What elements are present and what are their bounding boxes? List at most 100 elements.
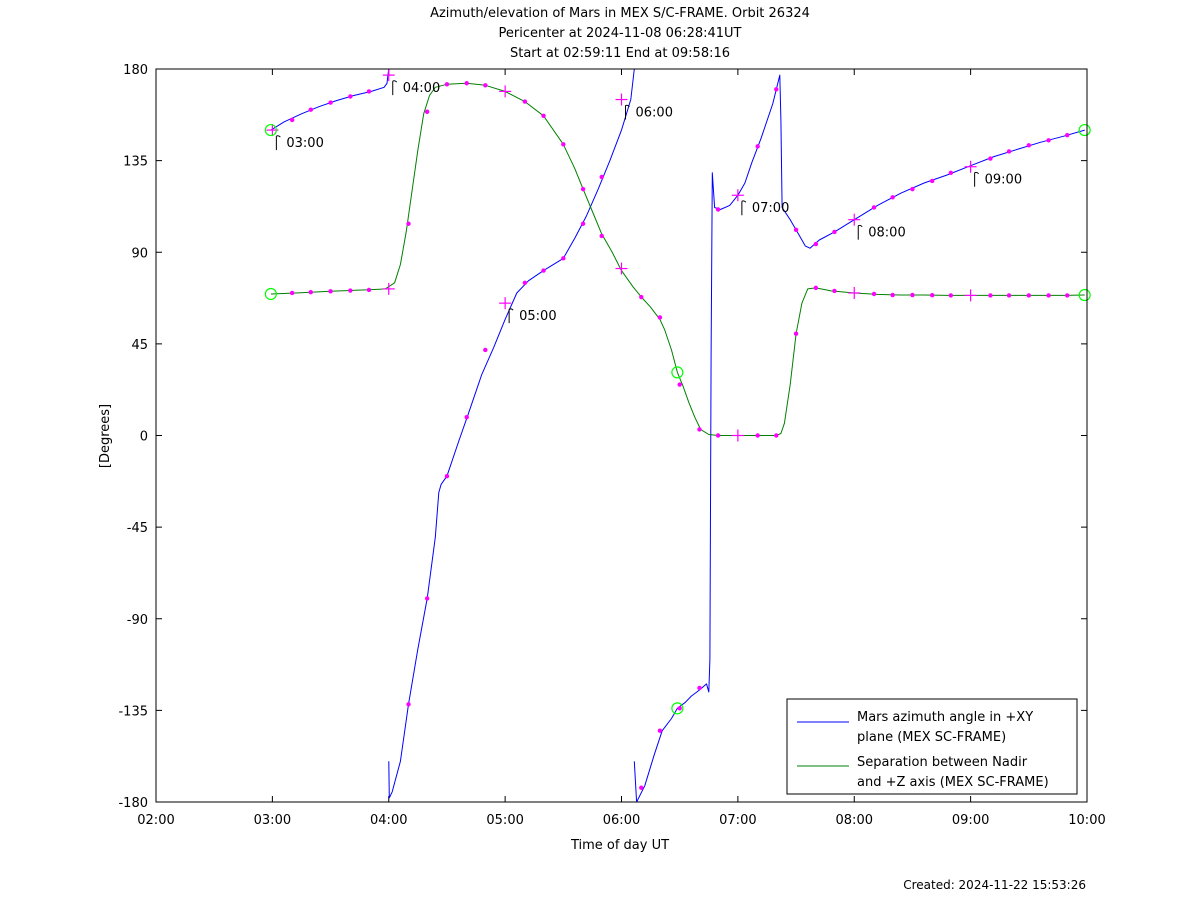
data-point-dot — [424, 109, 430, 114]
data-point-dot — [289, 290, 295, 296]
data-point-dot — [289, 117, 295, 123]
y-tick-label: 0 — [140, 430, 148, 445]
data-point-dot — [813, 285, 819, 291]
data-point-dot — [832, 229, 837, 235]
y-tick-label: -45 — [127, 521, 148, 536]
data-point-dot — [1026, 143, 1032, 148]
separation-series-line — [270, 82, 1085, 436]
plus-mark — [499, 85, 512, 98]
y-tick-label: 45 — [131, 338, 148, 353]
data-point-dot — [599, 233, 604, 239]
event-circle — [264, 123, 277, 137]
data-point-dot — [697, 685, 702, 691]
legend-label-azimuth-line-1: Mars azimuth angle in +XY — [857, 710, 1033, 725]
data-point-dot — [522, 99, 528, 104]
data-point-dot — [561, 142, 566, 147]
event-circle — [671, 366, 684, 379]
data-point-dot — [424, 596, 430, 601]
hour-tick-hook — [276, 135, 281, 138]
chart-title-line-3: Start at 02:59:11 End at 09:58:16 — [510, 46, 730, 61]
data-point-dot — [639, 294, 644, 300]
x-tick-label: 10:00 — [1068, 813, 1105, 828]
data-point-dot — [308, 107, 313, 112]
hour-label: 07:00 — [752, 201, 789, 216]
data-point-dot — [948, 170, 954, 176]
x-tick-label: 02:00 — [137, 813, 174, 828]
data-point-dot — [657, 728, 663, 733]
data-point-dot — [677, 706, 682, 711]
plot-frame — [155, 68, 1088, 803]
data-point-dot — [1065, 132, 1070, 138]
data-point-dot — [1026, 293, 1032, 298]
data-point-dot — [483, 347, 488, 353]
hour-tick-hook — [625, 104, 630, 107]
hour-tick-hook — [392, 80, 398, 83]
legend-label-separation-line-2: and +Z axis (MEX SC-FRAME) — [857, 775, 1049, 790]
axes: 02:00 03:00 04:00 05:00 06:00 07:00 08:00 09:00… — [118, 63, 1105, 828]
hour-plus-mark — [615, 93, 628, 106]
y-tick-label: -180 — [118, 796, 148, 811]
plus-mark — [731, 429, 744, 442]
hour-tick-hook — [741, 200, 747, 203]
hour-plus-mark — [499, 297, 512, 310]
data-point-dot — [1065, 293, 1070, 298]
hour-label: 06:00 — [636, 106, 673, 121]
legend-label-azimuth-line-2: plane (MEX SC-FRAME) — [857, 730, 1006, 745]
hour-tick-hook — [508, 308, 514, 311]
legend-box — [786, 698, 1078, 795]
hour-label: 08:00 — [868, 226, 905, 241]
data-point-dot — [1046, 293, 1051, 298]
x-tick-label: 04:00 — [370, 813, 407, 828]
data-point-dot — [444, 474, 450, 479]
x-tick-label: 07:00 — [719, 813, 756, 828]
series-lines — [270, 68, 1085, 803]
data-point-dot — [483, 83, 488, 88]
data-point-dot — [522, 280, 528, 285]
legend: Mars azimuth angle in +XY plane (MEX SC-… — [786, 698, 1078, 795]
data-point-dot — [366, 287, 372, 293]
data-point-dot — [328, 289, 333, 294]
x-tick-label: 05:00 — [486, 813, 523, 828]
data-point-dot — [774, 87, 779, 92]
x-tick-label: 09:00 — [952, 813, 989, 828]
data-point-dot — [910, 186, 915, 192]
data-point-dot — [910, 292, 915, 298]
hour-label: 05:00 — [519, 309, 556, 324]
data-point-dot — [464, 414, 469, 420]
data-point-dot — [930, 293, 935, 298]
y-tick-label: -135 — [118, 704, 148, 719]
y-tick-label: 90 — [131, 246, 148, 261]
hour-label: 03:00 — [286, 136, 323, 151]
data-point-dot — [677, 382, 682, 387]
data-point-dot — [871, 205, 877, 210]
azimuth-series-line — [388, 68, 635, 799]
chart-title-line-1: Azimuth/elevation of Mars in MEX S/C-FRA… — [430, 6, 810, 21]
x-axis-label: Time of day UT — [570, 838, 669, 853]
data-point-dot — [599, 174, 604, 180]
data-point-dot — [930, 178, 935, 184]
data-point-dot — [697, 427, 702, 432]
chart-title-line-2: Pericenter at 2024-11-08 06:28:41UT — [498, 26, 741, 41]
y-tick-label: 180 — [123, 63, 148, 78]
hour-tick-hook — [974, 171, 979, 175]
hour-plus-mark — [382, 69, 395, 82]
event-circle — [264, 287, 277, 301]
data-point-dot — [657, 315, 663, 320]
data-point-dot — [774, 433, 779, 438]
event-circle — [1078, 288, 1091, 302]
hour-plus-mark — [964, 160, 977, 173]
data-point-dot — [406, 221, 411, 226]
created-footer: Created: 2024-11-22 15:53:26 — [903, 878, 1086, 892]
data-point-dot — [308, 289, 313, 295]
data-point-dot — [948, 293, 954, 298]
hour-plus-mark — [848, 213, 861, 226]
azimuth-series-line — [633, 74, 1085, 803]
x-tick-label: 06:00 — [603, 813, 640, 828]
data-point-dot — [348, 288, 353, 293]
hour-plus-mark — [731, 189, 744, 202]
data-point-dot — [755, 433, 760, 438]
data-point-dot — [541, 268, 546, 273]
x-tick-label: 08:00 — [836, 813, 873, 828]
data-point-dot — [1006, 149, 1012, 154]
data-point-dot — [890, 195, 895, 200]
